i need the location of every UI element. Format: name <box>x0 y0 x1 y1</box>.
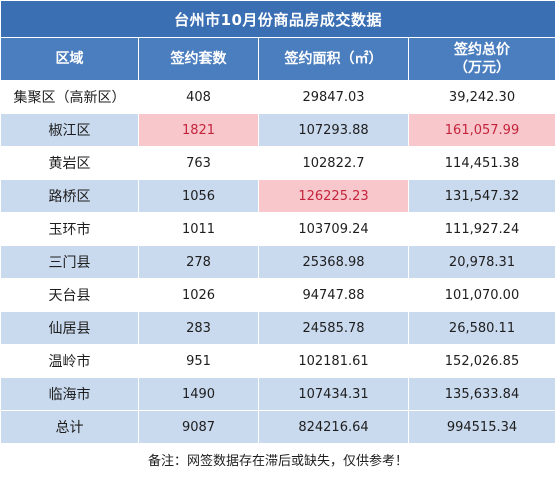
table-row: 温岭市 951 102181.61 152,026.85 <box>0 344 556 378</box>
total-cell-highlight: 161,057.99 <box>407 113 556 147</box>
total-price: 994515.34 <box>407 410 556 444</box>
total-cell: 39,242.30 <box>407 80 556 114</box>
area-cell: 94747.88 <box>258 278 409 312</box>
table-row: 黄岩区 763 102822.7 114,451.38 <box>0 146 556 180</box>
region-cell: 椒江区 <box>0 113 139 147</box>
table-row: 天台县 1026 94747.88 101,070.00 <box>0 278 556 312</box>
total-area: 824216.64 <box>258 410 409 444</box>
table-row: 仙居县 283 24585.78 26,580.11 <box>0 311 556 345</box>
area-cell: 103709.24 <box>258 212 409 246</box>
total-units: 9087 <box>138 410 259 444</box>
region-cell: 玉环市 <box>0 212 139 246</box>
region-cell: 路桥区 <box>0 179 139 213</box>
area-cell: 25368.98 <box>258 245 409 279</box>
area-cell: 102181.61 <box>258 344 409 378</box>
region-cell: 集聚区（高新区） <box>0 80 139 114</box>
region-cell: 温岭市 <box>0 344 139 378</box>
total-cell: 111,927.24 <box>407 212 556 246</box>
region-cell: 天台县 <box>0 278 139 312</box>
header-row: 区域 签约套数 签约面积（㎡） 签约总价 （万元） <box>0 37 556 81</box>
units-cell: 283 <box>138 311 259 345</box>
area-cell: 102822.7 <box>258 146 409 180</box>
units-cell: 278 <box>138 245 259 279</box>
header-total-line2: （万元） <box>454 60 510 76</box>
table-row: 路桥区 1056 126225.23 131,547.32 <box>0 179 556 213</box>
units-cell: 763 <box>138 146 259 180</box>
region-cell: 仙居县 <box>0 311 139 345</box>
area-cell: 24585.78 <box>258 311 409 345</box>
footnote: 备注：网签数据存在滞后或缺失，仅供参考！ <box>0 443 556 475</box>
table-row: 集聚区（高新区） 408 29847.03 39,242.30 <box>0 80 556 114</box>
note-row: 备注：网签数据存在滞后或缺失，仅供参考！ <box>0 443 556 475</box>
total-cell: 114,451.38 <box>407 146 556 180</box>
area-cell-highlight: 126225.23 <box>258 179 409 213</box>
total-cell: 26,580.11 <box>407 311 556 345</box>
region-cell: 黄岩区 <box>0 146 139 180</box>
area-cell: 29847.03 <box>258 80 409 114</box>
table-row: 三门县 278 25368.98 20,978.31 <box>0 245 556 279</box>
area-cell: 107434.31 <box>258 377 409 411</box>
total-row: 总计 9087 824216.64 994515.34 <box>0 410 556 444</box>
total-cell: 135,633.84 <box>407 377 556 411</box>
header-region: 区域 <box>0 37 139 81</box>
total-cell: 152,026.85 <box>407 344 556 378</box>
total-cell: 20,978.31 <box>407 245 556 279</box>
units-cell: 408 <box>138 80 259 114</box>
units-cell: 1011 <box>138 212 259 246</box>
units-cell: 1490 <box>138 377 259 411</box>
header-total-price: 签约总价 （万元） <box>407 37 556 81</box>
table-title: 台州市10月份商品房成交数据 <box>0 0 556 38</box>
units-cell: 951 <box>138 344 259 378</box>
region-cell: 三门县 <box>0 245 139 279</box>
units-cell: 1056 <box>138 179 259 213</box>
sales-data-table: 台州市10月份商品房成交数据 区域 签约套数 签约面积（㎡） 签约总价 （万元）… <box>0 0 556 475</box>
table-row: 临海市 1490 107434.31 135,633.84 <box>0 377 556 411</box>
total-cell: 101,070.00 <box>407 278 556 312</box>
header-units: 签约套数 <box>138 37 259 81</box>
units-cell: 1026 <box>138 278 259 312</box>
total-label: 总计 <box>0 410 139 444</box>
table-row: 玉环市 1011 103709.24 111,927.24 <box>0 212 556 246</box>
title-row: 台州市10月份商品房成交数据 <box>0 0 556 38</box>
units-cell-highlight: 1821 <box>138 113 259 147</box>
table-row: 椒江区 1821 107293.88 161,057.99 <box>0 113 556 147</box>
area-cell: 107293.88 <box>258 113 409 147</box>
header-area: 签约面积（㎡） <box>258 37 409 81</box>
header-total-line1: 签约总价 <box>454 42 510 58</box>
total-cell: 131,547.32 <box>407 179 556 213</box>
region-cell: 临海市 <box>0 377 139 411</box>
